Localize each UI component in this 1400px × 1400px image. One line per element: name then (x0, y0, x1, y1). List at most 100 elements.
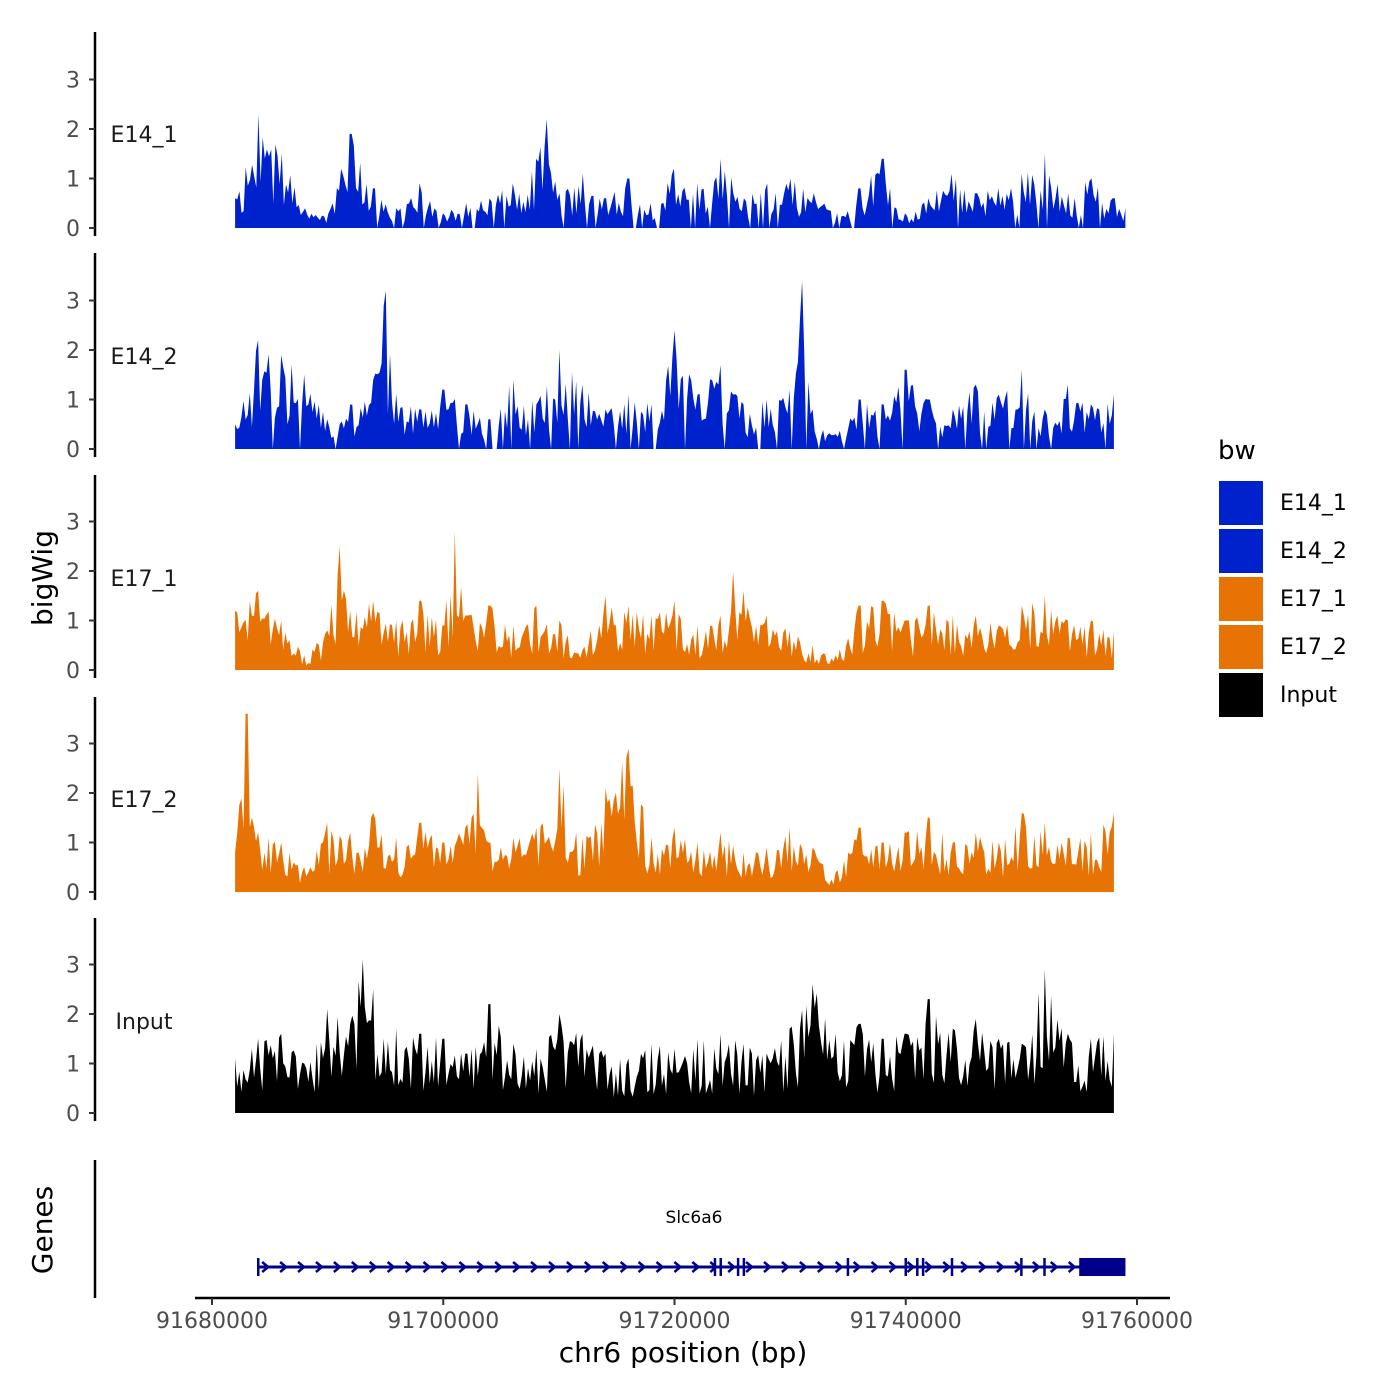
legend-label: E14_1 (1280, 491, 1347, 516)
strand-arrow (870, 1261, 880, 1273)
y-tick-label: 2 (66, 339, 80, 364)
legend-label: Input (1280, 683, 1337, 708)
y-tick-label: 0 (66, 659, 80, 684)
y-tick-label: 1 (66, 832, 80, 857)
strand-arrow (924, 1261, 934, 1273)
strand-arrow (476, 1261, 486, 1273)
strand-arrow (745, 1261, 755, 1273)
gene-model (257, 1258, 1126, 1276)
strand-arrow (279, 1261, 289, 1273)
strand-arrow (655, 1261, 665, 1273)
strand-arrow (601, 1261, 611, 1273)
legend: bw E14_1 E14_2 E17_1 E17_2 Input (1218, 436, 1347, 717)
y-tick-label: 1 (66, 1053, 80, 1078)
strand-arrow (978, 1261, 988, 1273)
y-tick-label: 1 (66, 610, 80, 635)
track-label: E14_1 (111, 123, 178, 148)
signal-area (235, 280, 1114, 449)
legend-title: bw (1218, 436, 1256, 466)
strand-arrow (942, 1261, 952, 1273)
y-tick-label: 3 (66, 954, 80, 979)
y-axis-title: bigWig (26, 530, 59, 626)
strand-arrow (673, 1261, 683, 1273)
legend-swatch (1219, 673, 1263, 717)
genes-track-label: Genes (26, 1186, 59, 1274)
strand-arrow (458, 1261, 468, 1273)
strand-arrow (834, 1261, 844, 1273)
signal-area (235, 531, 1114, 670)
legend-swatch (1219, 529, 1263, 573)
y-tick-label: 2 (66, 1003, 80, 1028)
strand-arrow (566, 1261, 575, 1273)
x-axis-title: chr6 position (bp) (559, 1336, 808, 1369)
strand-arrow (888, 1261, 898, 1273)
strand-arrow (727, 1261, 737, 1273)
y-tick-label: 3 (66, 69, 80, 94)
y-tick-label: 3 (66, 290, 80, 315)
x-tick-label: 91720000 (619, 1309, 731, 1334)
y-tick-label: 2 (66, 560, 80, 585)
y-tick-label: 0 (66, 881, 80, 906)
track-e17-1: 0 1 2 3 E17_1 (66, 475, 1114, 684)
signal-area (235, 959, 1114, 1113)
y-tick-label: 2 (66, 118, 80, 143)
y-tick-label: 0 (66, 1102, 80, 1127)
strand-arrow (852, 1261, 862, 1273)
y-tick-label: 3 (66, 733, 80, 758)
strand-arrow (709, 1261, 719, 1273)
strand-arrow (440, 1261, 450, 1273)
strand-arrow (422, 1261, 432, 1273)
strand-arrow (1032, 1261, 1041, 1273)
strand-arrow (763, 1261, 772, 1273)
strand-arrow (691, 1261, 701, 1273)
track-e14-1: 0 1 2 3 E14_1 (66, 32, 1126, 242)
strand-arrow (386, 1261, 396, 1273)
utr-block (1079, 1258, 1126, 1276)
strand-arrow (960, 1261, 970, 1273)
genes-track: Genes Slc6a6 (26, 1160, 1126, 1298)
track-label: E17_1 (111, 567, 178, 592)
strand-arrow (512, 1261, 522, 1273)
strand-arrow (350, 1261, 360, 1273)
strand-arrow (619, 1261, 629, 1273)
legend-label: E17_1 (1280, 587, 1347, 612)
legend-swatch (1219, 577, 1263, 621)
strand-arrow (315, 1261, 324, 1273)
strand-arrow (799, 1261, 808, 1273)
strand-arrow (583, 1261, 593, 1273)
signal-area (235, 114, 1126, 228)
track-label: E14_2 (111, 345, 178, 370)
strand-arrow (906, 1261, 916, 1273)
track-input: 0 1 2 3 Input (66, 918, 1114, 1127)
strand-arrow (1067, 1261, 1077, 1273)
strand-arrow (1049, 1261, 1059, 1273)
strand-arrow (333, 1261, 342, 1273)
track-label: E17_2 (111, 788, 178, 813)
y-tick-label: 1 (66, 389, 80, 414)
x-tick-label: 91680000 (156, 1309, 268, 1334)
strand-arrow (297, 1261, 306, 1273)
y-tick-label: 2 (66, 782, 80, 807)
gene-name-label: Slc6a6 (666, 1208, 723, 1228)
legend-swatch (1219, 625, 1263, 669)
strand-arrow (548, 1261, 557, 1273)
y-tick-label: 3 (66, 511, 80, 536)
x-tick-label: 91700000 (387, 1309, 499, 1334)
strand-arrow (816, 1261, 826, 1273)
track-label: Input (116, 1010, 173, 1035)
strand-arrow (368, 1261, 378, 1273)
legend-label: E14_2 (1280, 539, 1347, 564)
strand-arrow (404, 1261, 414, 1273)
y-tick-label: 0 (66, 217, 80, 242)
legend-label: E17_2 (1280, 635, 1347, 660)
legend-swatch (1219, 481, 1263, 525)
y-tick-label: 1 (66, 168, 80, 193)
strand-arrow (637, 1261, 647, 1273)
signal-area (235, 713, 1114, 892)
strand-arrow (494, 1261, 504, 1273)
strand-arrow (781, 1261, 790, 1273)
y-tick-label: 0 (66, 438, 80, 463)
strand-arrow (530, 1261, 539, 1273)
track-e14-2: 0 1 2 3 E14_2 (66, 253, 1114, 463)
